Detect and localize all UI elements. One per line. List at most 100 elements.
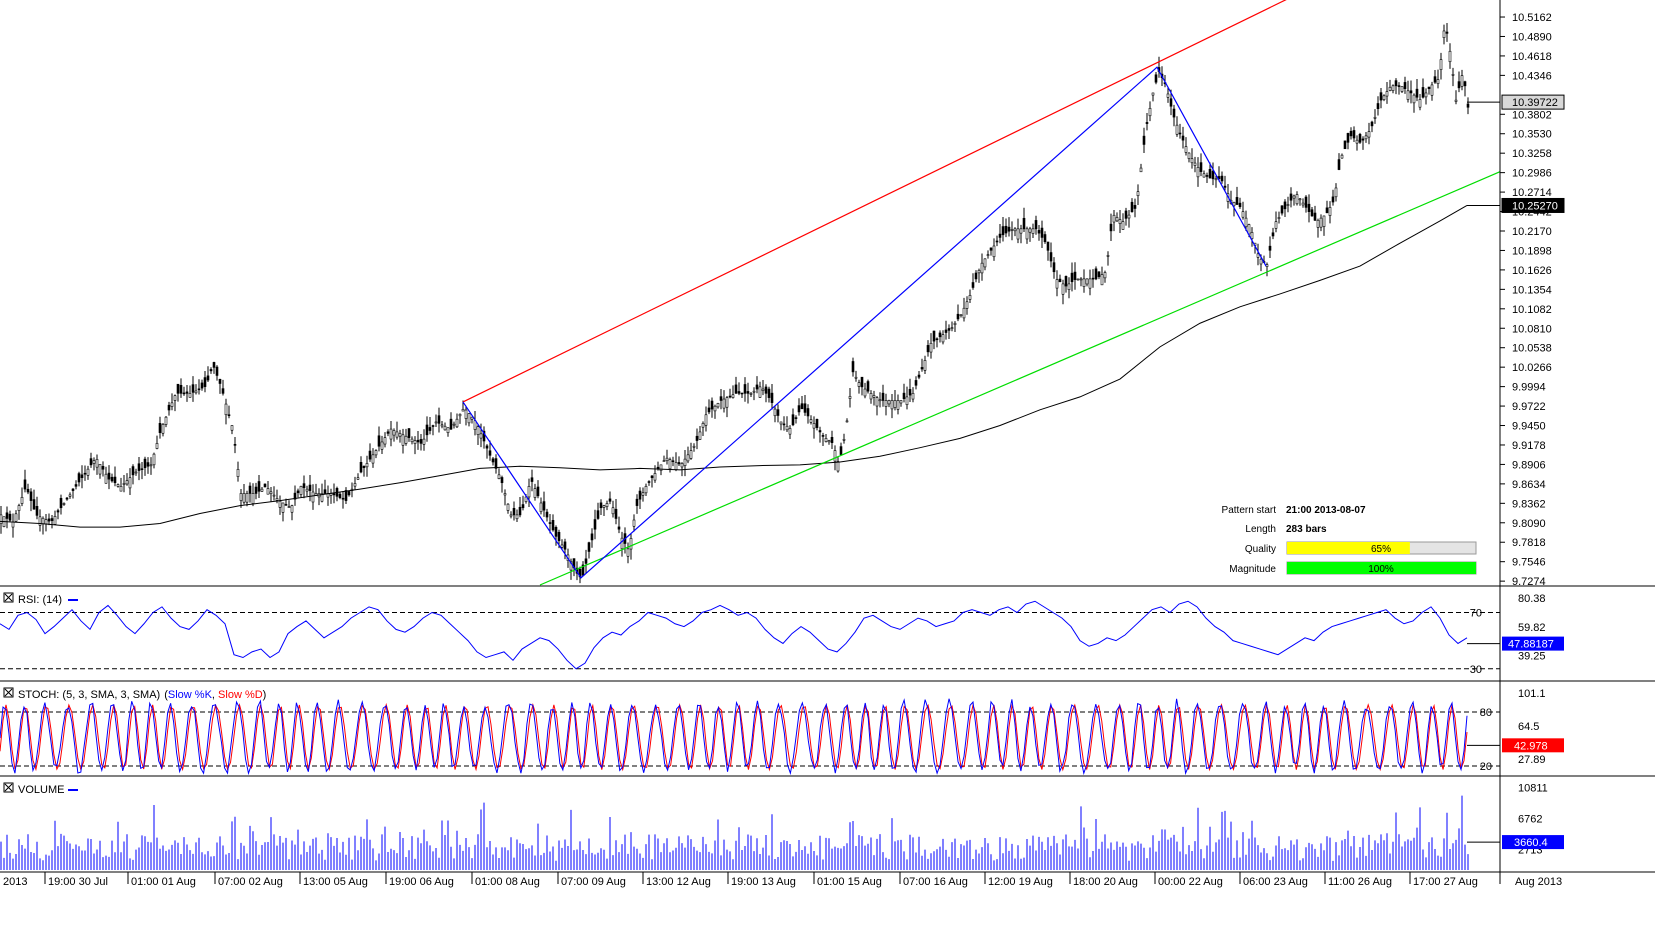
candle-body	[1382, 95, 1386, 100]
price-candle	[239, 489, 243, 508]
candle-body	[1013, 228, 1017, 232]
candle-body	[821, 435, 825, 437]
price-candle	[848, 387, 852, 408]
candle-body	[35, 506, 39, 516]
candle-body	[1307, 203, 1311, 212]
candle-body	[1259, 258, 1263, 265]
price-candle	[890, 393, 894, 419]
stoch-y-label: 101.1	[1518, 688, 1546, 700]
price-candle	[530, 469, 534, 492]
candle-body	[689, 450, 693, 459]
candle-body	[869, 393, 873, 400]
x-tick-label: 01:00 01 Aug	[131, 876, 196, 888]
candle-body	[926, 345, 930, 353]
candle-body	[1121, 221, 1125, 230]
candle-body	[941, 334, 945, 343]
candle-body	[362, 465, 366, 469]
panel-close-icon	[4, 688, 13, 697]
candle-body	[506, 503, 510, 511]
candle-body	[476, 426, 480, 435]
candle-body	[218, 379, 222, 384]
price-candle	[416, 430, 420, 450]
candle-body	[1178, 132, 1182, 135]
price-candle	[1034, 215, 1038, 235]
price-candle	[704, 406, 708, 432]
price-candle	[398, 429, 402, 443]
price-candle	[1418, 94, 1422, 111]
candle-body	[542, 501, 546, 511]
candle-body	[1442, 30, 1446, 38]
price-candle	[212, 361, 216, 374]
candle-body	[1208, 169, 1212, 179]
candle-body	[1190, 158, 1194, 164]
candle-body	[248, 485, 252, 494]
price-y-label: 10.2714	[1512, 187, 1552, 199]
price-candle	[455, 413, 459, 428]
price-candle	[782, 416, 786, 431]
candle-body	[632, 519, 636, 527]
price-candle	[620, 531, 624, 557]
candle-body	[173, 395, 177, 401]
price-candle	[725, 395, 729, 418]
price-candle	[206, 366, 210, 383]
candle-body	[533, 488, 537, 498]
price-y-label: 10.0810	[1512, 323, 1552, 335]
price-candle	[1133, 198, 1137, 218]
candle-body	[353, 483, 357, 487]
price-candle	[221, 379, 225, 396]
price-candle	[308, 475, 312, 502]
price-candle	[626, 542, 630, 564]
price-candle	[1394, 78, 1398, 95]
candle-body	[146, 462, 150, 467]
candle-body	[1040, 227, 1044, 238]
price-candle	[1286, 196, 1290, 213]
price-candle	[1067, 277, 1071, 299]
candle-body	[1151, 92, 1155, 96]
price-candle	[740, 392, 744, 398]
price-candle	[1403, 76, 1407, 94]
price-candle	[1076, 278, 1080, 281]
x-tick-label: 12:00 19 Aug	[988, 876, 1053, 888]
candle-body	[854, 376, 858, 379]
candle-body	[1133, 205, 1137, 209]
price-y-label: 9.8090	[1512, 518, 1546, 530]
candle-body	[716, 403, 720, 408]
candle-body	[653, 473, 657, 481]
price-candle	[410, 436, 414, 445]
price-candle	[1136, 184, 1140, 205]
price-candle	[551, 514, 555, 532]
candle-body	[281, 502, 285, 513]
pattern-zigzag	[462, 66, 1267, 579]
candle-body	[818, 430, 822, 433]
candle-body	[77, 473, 81, 483]
candle-body	[290, 505, 294, 513]
candle-body	[947, 328, 951, 331]
price-candle	[203, 371, 207, 393]
price-candle	[359, 456, 363, 474]
price-candle	[380, 435, 384, 454]
price-candle	[926, 340, 930, 357]
price-candle	[629, 533, 633, 560]
price-candle	[1184, 137, 1188, 156]
candle-body	[434, 421, 438, 424]
candle-body	[464, 409, 468, 419]
price-candle	[497, 468, 501, 480]
price-candle	[971, 273, 975, 290]
price-candle	[641, 487, 645, 502]
candle-body	[425, 424, 429, 436]
candle-body	[482, 430, 486, 442]
price-candle	[1199, 153, 1203, 177]
candle-body	[323, 489, 327, 494]
price-candle	[665, 449, 669, 465]
price-candle	[1310, 206, 1314, 217]
price-candle	[1391, 84, 1395, 94]
candle-body	[1424, 92, 1428, 98]
price-candle	[407, 428, 411, 442]
price-candle	[35, 496, 39, 520]
price-candle	[611, 500, 615, 518]
candle-body	[1148, 107, 1152, 117]
price-candle	[1022, 207, 1026, 233]
price-candle	[140, 461, 144, 480]
price-candle	[1451, 67, 1455, 87]
price-candle	[38, 509, 42, 532]
